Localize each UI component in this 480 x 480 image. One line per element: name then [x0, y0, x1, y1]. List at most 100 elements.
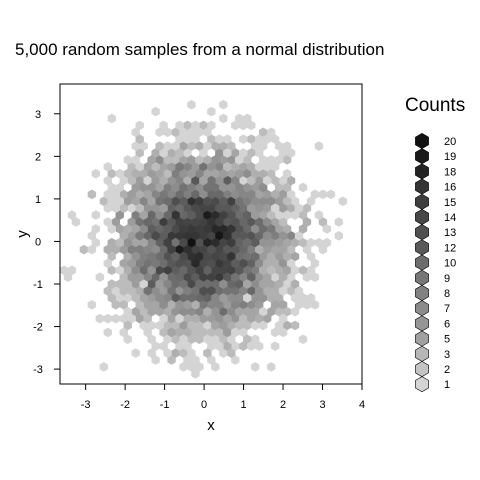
legend-label: 2 [444, 364, 450, 376]
hex-cell [323, 224, 331, 233]
hex-cell [152, 107, 160, 116]
legend-label: 14 [444, 212, 456, 224]
hex-cell [227, 238, 235, 247]
hex-cell [291, 307, 299, 316]
hex-cell [291, 321, 299, 330]
hex-cell [247, 342, 255, 351]
hex-cell [271, 300, 279, 309]
hex-cell [176, 273, 184, 282]
x-tick-label: 3 [319, 399, 325, 411]
hex-cell [271, 204, 279, 213]
hex-cell [184, 342, 192, 351]
hex-cell [148, 307, 156, 316]
hex-cell [335, 231, 343, 240]
hex-cell [152, 231, 160, 240]
hex-cell [207, 217, 215, 226]
hex-cell [335, 217, 343, 226]
y-tick-label: -1 [33, 279, 43, 291]
hex-cell [132, 349, 140, 358]
legend-label: 7 [444, 303, 450, 315]
hex-cell [299, 335, 307, 344]
hex-cell [128, 273, 136, 282]
legend-label: 1 [444, 379, 450, 391]
x-tick-label: -3 [81, 399, 91, 411]
x-axis-title: x [207, 417, 215, 434]
hex-cell [164, 238, 172, 247]
hex-cell [239, 135, 247, 144]
hex-cell [96, 273, 104, 282]
hex-cell [132, 252, 140, 261]
hex-cell [160, 342, 168, 351]
hex-cell [164, 128, 172, 137]
hex-cell [227, 349, 235, 358]
hex-cell [100, 362, 108, 371]
hex-cell [255, 342, 263, 351]
hex-cell [112, 300, 120, 309]
hex-cell [88, 190, 96, 199]
hex-cell [271, 286, 279, 295]
x-tick-label: 4 [359, 399, 365, 411]
hex-cell [195, 362, 203, 371]
hex-cell [120, 204, 128, 213]
hex-cell [195, 280, 203, 289]
hex-cell [116, 266, 124, 275]
hex-cell [164, 224, 172, 233]
x-tick-label: -2 [120, 399, 130, 411]
hex-cell [259, 321, 267, 330]
legend-label: 12 [444, 242, 456, 254]
legend-label: 16 [444, 182, 456, 194]
hex-cell [239, 148, 247, 157]
hex-cell [176, 300, 184, 309]
legend-title: Counts [405, 95, 465, 116]
legend-label: 3 [444, 349, 450, 361]
legend-label: 9 [444, 273, 450, 285]
x-tick-label: 1 [241, 399, 247, 411]
hex-cell [187, 266, 195, 275]
hex-cell [267, 266, 275, 275]
legend-label: 20 [444, 136, 456, 148]
hex-cell [303, 273, 311, 282]
legend-label: 15 [444, 197, 456, 209]
hex-cell [271, 328, 279, 337]
hex-cell [291, 293, 299, 302]
hex-cell [152, 259, 160, 268]
hex-cell [164, 280, 172, 289]
hex-cell [275, 266, 283, 275]
hex-cell [303, 300, 311, 309]
hex-cell [215, 342, 223, 351]
x-tick-label: -1 [160, 399, 170, 411]
hex-cell [168, 300, 176, 309]
hex-cell [271, 162, 279, 171]
hex-cell [184, 300, 192, 309]
y-tick-label: -3 [33, 364, 43, 376]
hex-cell [120, 286, 128, 295]
legend-label: 5 [444, 334, 450, 346]
x-tick-label: 2 [280, 399, 286, 411]
hex-cell [203, 307, 211, 316]
hex-cell [259, 155, 267, 164]
hex-cell [291, 266, 299, 275]
hex-cell [323, 238, 331, 247]
hex-cell [195, 252, 203, 261]
y-axis-title: y [14, 230, 31, 238]
hex-cell [136, 273, 144, 282]
legend-label: 13 [444, 227, 456, 239]
hex-cell [259, 142, 267, 151]
hex-cell [207, 176, 215, 185]
hex-cell [120, 328, 128, 337]
y-tick-label: -2 [33, 322, 43, 334]
hex-cell [132, 293, 140, 302]
hex-cell [203, 335, 211, 344]
legend-label: 10 [444, 258, 456, 270]
hex-cell [68, 211, 76, 220]
hex-cell [283, 266, 291, 275]
hex-cell [207, 107, 215, 116]
hex-cell [271, 342, 279, 351]
y-tick-label: 0 [35, 236, 41, 248]
hex-cell [60, 266, 68, 275]
hex-cell [259, 280, 267, 289]
y-tick-label: 1 [35, 194, 41, 206]
hex-cell [195, 197, 203, 206]
hex-cell [271, 135, 279, 144]
